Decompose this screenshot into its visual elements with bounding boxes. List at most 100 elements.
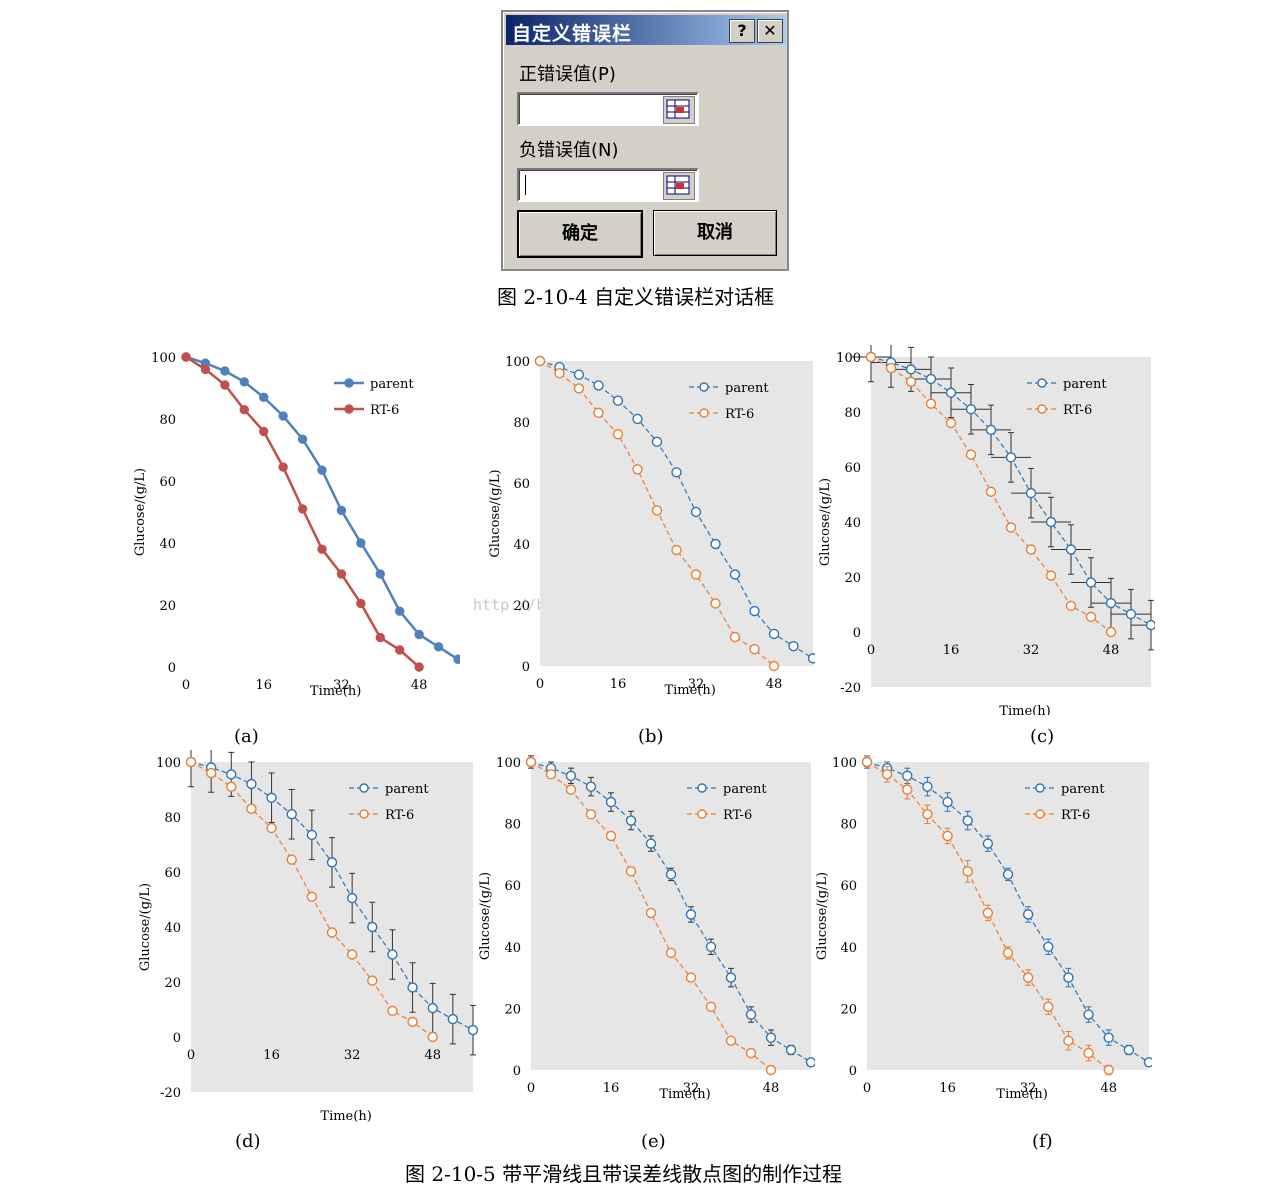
negative-error-input[interactable] bbox=[517, 168, 699, 202]
data-point-rt-6 bbox=[266, 822, 277, 834]
data-point-parent bbox=[807, 653, 815, 664]
data-point-rt-6 bbox=[749, 644, 760, 655]
negative-range-collapse-button[interactable] bbox=[663, 172, 695, 200]
data-point-parent bbox=[671, 467, 682, 478]
data-point-rt-6 bbox=[945, 417, 957, 429]
data-point-rt-6 bbox=[612, 428, 624, 440]
data-point-parent bbox=[375, 569, 385, 579]
data-point-rt-6 bbox=[922, 809, 933, 820]
data-point-rt-6 bbox=[278, 462, 288, 472]
y-tick-label: 0 bbox=[168, 661, 176, 676]
data-point-rt-6 bbox=[865, 351, 877, 363]
chart-d: -20 0 20 40 60 80 100 0 16 32 48 Time(h) Glucose/(g/… bbox=[138, 750, 479, 1122]
y-tick-label: 0 bbox=[849, 1064, 857, 1079]
data-point-parent bbox=[965, 404, 977, 415]
data-point-parent bbox=[945, 387, 957, 398]
range-select-icon bbox=[666, 175, 690, 195]
data-point-parent bbox=[286, 809, 297, 820]
data-point-parent bbox=[447, 1013, 459, 1025]
data-point-rt-6 bbox=[985, 486, 997, 497]
data-point-parent bbox=[336, 505, 347, 516]
data-point-parent bbox=[1002, 869, 1014, 880]
data-point-parent bbox=[705, 941, 717, 953]
legend-marker bbox=[697, 783, 707, 793]
data-point-rt-6 bbox=[336, 569, 347, 579]
legend-label: parent bbox=[1061, 782, 1105, 797]
data-point-rt-6 bbox=[1045, 570, 1057, 581]
y-tick-label: -20 bbox=[160, 1086, 181, 1101]
plot-area bbox=[871, 357, 1151, 687]
data-point-rt-6 bbox=[905, 376, 917, 387]
legend-marker bbox=[1037, 404, 1047, 414]
x-tick-label: 16 bbox=[939, 1081, 956, 1096]
data-point-rt-6 bbox=[925, 398, 937, 409]
y-tick-label: 20 bbox=[164, 976, 181, 991]
subfigure-label-c: (c) bbox=[1030, 726, 1055, 747]
help-button[interactable]: ? bbox=[729, 19, 755, 43]
legend-label: parent bbox=[385, 782, 429, 797]
data-point-parent bbox=[565, 770, 577, 782]
data-point-parent bbox=[651, 436, 663, 448]
data-point-rt-6 bbox=[395, 645, 405, 655]
data-point-rt-6 bbox=[356, 598, 366, 609]
data-point-rt-6 bbox=[685, 972, 697, 983]
data-point-rt-6 bbox=[317, 544, 327, 554]
ok-button[interactable]: 确定 bbox=[517, 210, 643, 258]
y-tick-label: 80 bbox=[840, 818, 857, 833]
x-tick-label: 48 bbox=[1100, 1081, 1117, 1096]
y-axis-title: Glucose/(g/L) bbox=[138, 883, 153, 971]
y-axis-title: Glucose/(g/L) bbox=[815, 872, 830, 960]
data-point-rt-6 bbox=[965, 449, 977, 460]
data-point-parent bbox=[226, 769, 237, 780]
data-point-rt-6 bbox=[545, 769, 557, 780]
range-select-icon bbox=[666, 99, 690, 119]
cancel-button[interactable]: 取消 bbox=[653, 210, 777, 256]
y-tick-label: 100 bbox=[836, 351, 861, 366]
data-point-rt-6 bbox=[671, 544, 682, 556]
data-point-parent bbox=[278, 411, 288, 421]
data-point-parent bbox=[453, 654, 460, 664]
data-point-parent bbox=[246, 778, 257, 790]
data-point-parent bbox=[745, 1009, 757, 1020]
subfigure-label-d: (d) bbox=[235, 1131, 261, 1152]
chart-e: 0 20 40 60 80 100 0 16 32 48 Time(h) Glucose/(g/L) p… bbox=[478, 755, 815, 1102]
data-point-rt-6 bbox=[565, 784, 577, 795]
legend-label: RT-6 bbox=[385, 808, 414, 823]
data-point-rt-6 bbox=[259, 426, 269, 437]
x-tick-label: 0 bbox=[527, 1081, 535, 1096]
data-point-rt-6 bbox=[1085, 611, 1097, 623]
data-point-rt-6 bbox=[346, 949, 358, 960]
positive-range-collapse-button[interactable] bbox=[663, 96, 695, 124]
data-point-rt-6 bbox=[375, 632, 385, 643]
positive-error-label: 正错误值(P) bbox=[519, 64, 616, 85]
y-axis-title: Glucose/(g/L) bbox=[478, 872, 493, 960]
data-point-parent bbox=[220, 366, 230, 376]
data-point-parent bbox=[922, 781, 933, 792]
data-point-parent bbox=[356, 538, 366, 548]
positive-error-input[interactable] bbox=[517, 92, 699, 126]
x-tick-label: 16 bbox=[943, 643, 960, 658]
data-point-parent bbox=[259, 392, 269, 402]
data-point-parent bbox=[1125, 608, 1137, 620]
data-point-parent bbox=[573, 369, 585, 380]
data-point-parent bbox=[749, 605, 760, 617]
legend-marker bbox=[344, 404, 354, 414]
legend-label: parent bbox=[370, 377, 414, 392]
data-point-rt-6 bbox=[593, 407, 604, 419]
data-point-rt-6 bbox=[226, 781, 237, 792]
x-tick-label: 0 bbox=[863, 1081, 871, 1096]
figure-2-10-4-caption: 图 2-10-4 自定义错误栏对话框 bbox=[497, 285, 775, 309]
x-axis-title: Time(h) bbox=[664, 683, 715, 698]
data-point-rt-6 bbox=[525, 756, 537, 768]
negative-error-label: 负错误值(N) bbox=[519, 140, 619, 161]
x-tick-label: 48 bbox=[763, 1081, 780, 1096]
y-tick-label: 100 bbox=[151, 351, 176, 366]
data-point-rt-6 bbox=[705, 1001, 717, 1013]
data-point-parent bbox=[407, 982, 418, 993]
y-tick-label: 20 bbox=[504, 1002, 521, 1017]
chart-a: 0 20 40 60 80 100 0 16 32 48 Time(h) Glucose/(g/L) p… bbox=[133, 351, 460, 699]
y-tick-label: 100 bbox=[496, 756, 521, 771]
data-point-parent bbox=[387, 949, 398, 960]
close-button[interactable]: ✕ bbox=[757, 19, 783, 43]
data-point-parent bbox=[266, 792, 277, 803]
